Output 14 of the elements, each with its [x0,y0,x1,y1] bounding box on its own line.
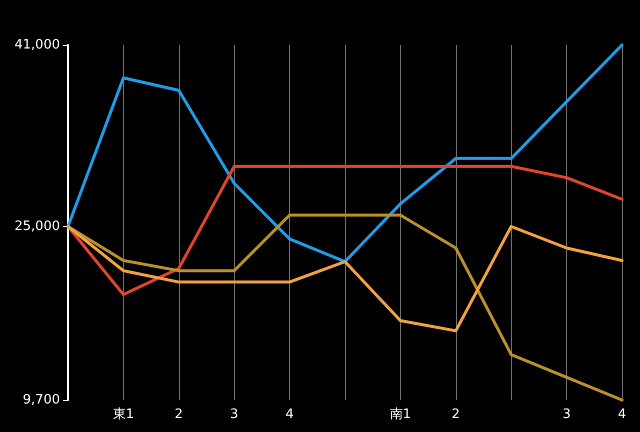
x-tick-label: 東1 [112,407,134,422]
x-tick-label: 3 [562,407,571,422]
x-tick-label: 4 [285,407,294,422]
y-tick-label: 25,000 [14,218,60,234]
x-tick-label: 4 [618,407,626,422]
x-tick-label: 南1 [390,407,412,422]
x-tick-label: 3 [230,407,238,422]
line-series [66,224,624,332]
line-series [66,44,624,264]
x-tick-label: 2 [452,407,460,422]
y-tick-label: 9,700 [22,392,60,408]
y-tick-label: 41,000 [14,38,60,52]
x-tick-label: 2 [174,407,183,422]
line-series [66,164,624,296]
